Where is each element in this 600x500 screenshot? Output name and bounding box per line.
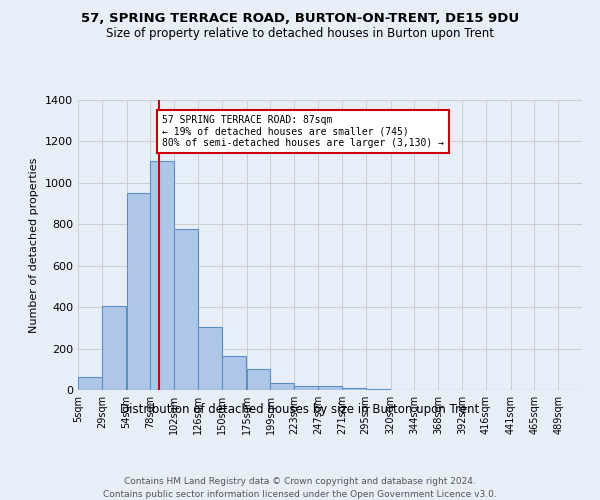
Bar — [222, 356, 245, 390]
Bar — [174, 230, 198, 390]
Bar — [102, 306, 125, 390]
Text: 57 SPRING TERRACE ROAD: 87sqm
← 19% of detached houses are smaller (745)
80% of : 57 SPRING TERRACE ROAD: 87sqm ← 19% of d… — [163, 114, 445, 148]
Text: Size of property relative to detached houses in Burton upon Trent: Size of property relative to detached ho… — [106, 28, 494, 40]
Text: Contains HM Land Registry data © Crown copyright and database right 2024.: Contains HM Land Registry data © Crown c… — [124, 478, 476, 486]
Bar — [271, 383, 294, 390]
Bar — [366, 389, 389, 390]
Bar — [198, 327, 222, 390]
Y-axis label: Number of detached properties: Number of detached properties — [29, 158, 40, 332]
Bar — [151, 161, 174, 390]
Bar — [127, 193, 151, 390]
Bar — [247, 370, 271, 390]
Text: Contains public sector information licensed under the Open Government Licence v3: Contains public sector information licen… — [103, 490, 497, 499]
Text: Distribution of detached houses by size in Burton upon Trent: Distribution of detached houses by size … — [121, 402, 479, 415]
Bar — [342, 388, 366, 390]
Bar — [294, 386, 318, 390]
Text: 57, SPRING TERRACE ROAD, BURTON-ON-TRENT, DE15 9DU: 57, SPRING TERRACE ROAD, BURTON-ON-TRENT… — [81, 12, 519, 26]
Bar — [78, 376, 102, 390]
Bar — [318, 386, 342, 390]
